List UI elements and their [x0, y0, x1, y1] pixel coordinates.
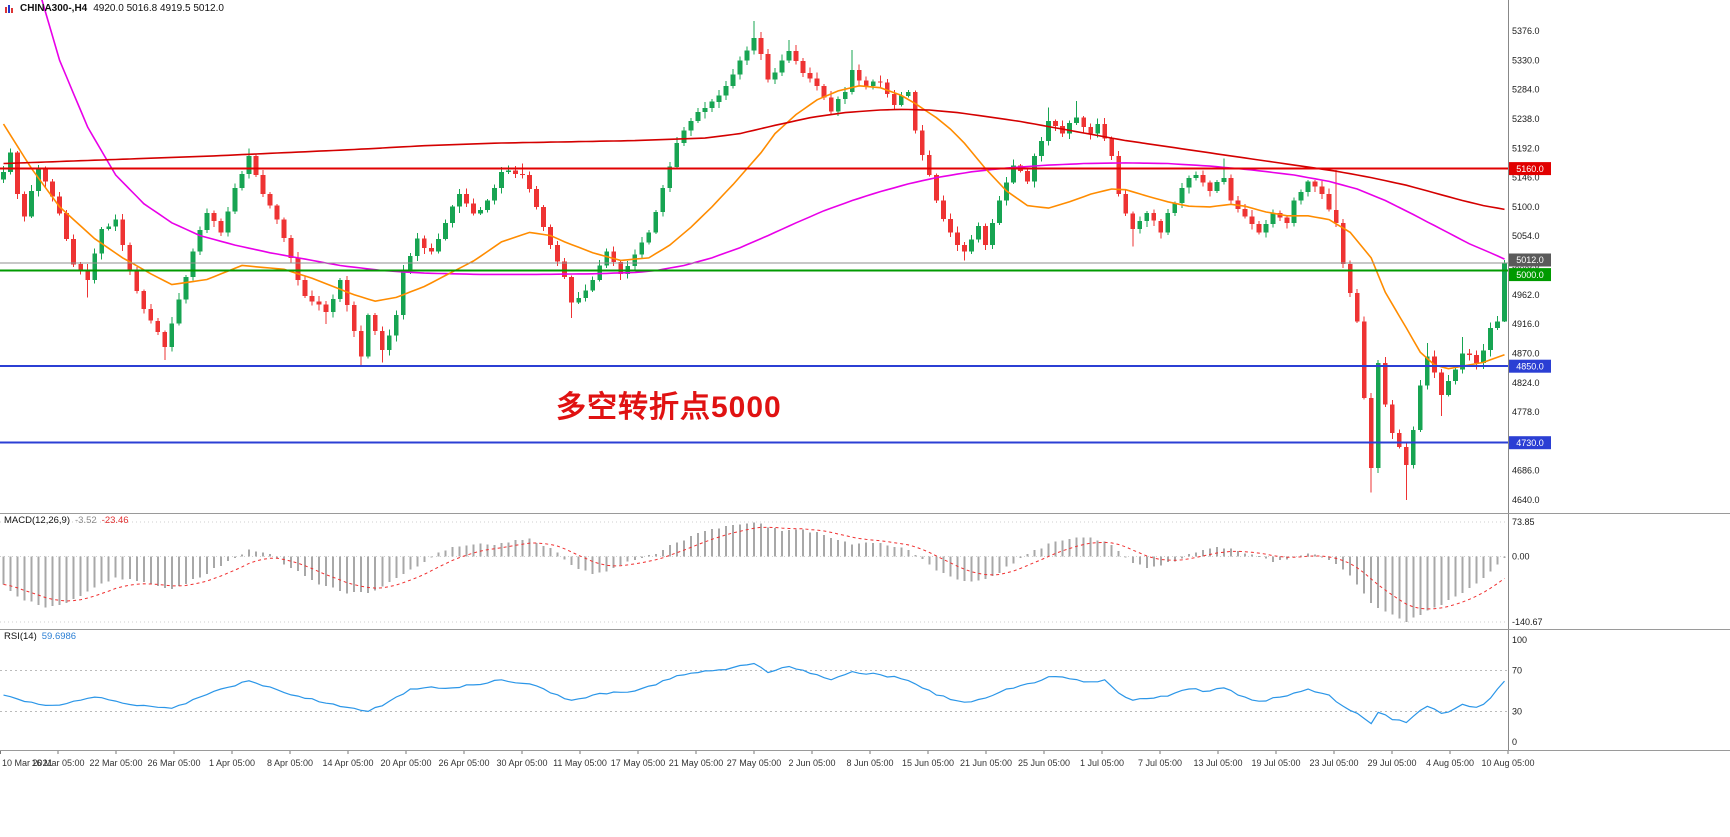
macd-header: MACD(12,26,9) -3.52 -23.46	[4, 515, 129, 526]
macd-label: MACD(12,26,9)	[4, 515, 70, 526]
svg-text:8 Jun 05:00: 8 Jun 05:00	[846, 758, 893, 768]
svg-text:5012.0: 5012.0	[1516, 255, 1544, 265]
svg-text:5000.0: 5000.0	[1516, 270, 1544, 280]
chart-header: CHINA300-,H4 4920.0 5016.8 4919.5 5012.0	[4, 3, 224, 14]
svg-text:5054.0: 5054.0	[1512, 231, 1540, 241]
svg-text:5238.0: 5238.0	[1512, 114, 1540, 124]
svg-text:7 Jul 05:00: 7 Jul 05:00	[1138, 758, 1182, 768]
svg-text:21 Jun 05:00: 21 Jun 05:00	[960, 758, 1012, 768]
svg-text:10 Aug 05:00: 10 Aug 05:00	[1481, 758, 1534, 768]
trading-chart-window: 5376.0 5330.0 5284.0 5238.0 5192.0 5146.0 5100…	[0, 0, 1730, 777]
svg-text:4916.0: 4916.0	[1512, 319, 1540, 329]
rsi-chart[interactable]: 100 70 30 0	[0, 630, 1730, 750]
macd-signal-line	[3, 526, 1505, 610]
svg-text:26 Mar 05:00: 26 Mar 05:00	[147, 758, 200, 768]
svg-text:5160.0: 5160.0	[1516, 164, 1544, 174]
macd-value-signal: -23.46	[101, 515, 129, 526]
macd-axis[interactable]: 73.85 0.00 -140.67	[1512, 517, 1543, 627]
candles	[1, 20, 1507, 500]
svg-text:30: 30	[1512, 706, 1522, 716]
rsi-line	[3, 662, 1505, 725]
price-panel: 5376.0 5330.0 5284.0 5238.0 5192.0 5146.0 5100…	[0, 0, 1730, 513]
svg-text:26 Apr 05:00: 26 Apr 05:00	[438, 758, 489, 768]
svg-text:21 May 05:00: 21 May 05:00	[669, 758, 724, 768]
svg-text:5100.0: 5100.0	[1512, 202, 1540, 212]
svg-text:4824.0: 4824.0	[1512, 378, 1540, 388]
candlestick-chart[interactable]: 5376.0 5330.0 5284.0 5238.0 5192.0 5146.0 5100…	[0, 0, 1730, 513]
rsi-label: RSI(14)	[4, 631, 37, 642]
annotation-text: 多空转折点5000	[556, 391, 782, 424]
price-tag-5160.0: 5160.0	[1509, 162, 1551, 176]
svg-text:4640.0: 4640.0	[1512, 495, 1540, 505]
svg-text:1 Apr 05:00: 1 Apr 05:00	[209, 758, 255, 768]
svg-text:100: 100	[1512, 635, 1527, 645]
svg-text:1 Jul 05:00: 1 Jul 05:00	[1080, 758, 1124, 768]
svg-text:0: 0	[1512, 737, 1517, 747]
svg-text:23 Jul 05:00: 23 Jul 05:00	[1309, 758, 1358, 768]
rsi-panel: 100 70 30 0 RSI(14) 59.6986	[0, 629, 1730, 750]
svg-text:11 May 05:00: 11 May 05:00	[553, 758, 607, 768]
svg-text:4730.0: 4730.0	[1516, 438, 1544, 448]
svg-text:5146.0: 5146.0	[1512, 173, 1540, 183]
price-tag-5012.0: 5012.0	[1509, 253, 1551, 267]
svg-text:4962.0: 4962.0	[1512, 290, 1540, 300]
macd-histogram	[2, 522, 1506, 622]
macd-panel: 73.85 0.00 -140.67 MACD(12,26,9) -3.52 -23…	[0, 513, 1730, 629]
svg-text:2 Jun 05:00: 2 Jun 05:00	[788, 758, 835, 768]
ohlc-values: 4920.0 5016.8 4919.5 5012.0	[93, 3, 224, 14]
svg-text:4850.0: 4850.0	[1516, 361, 1544, 371]
svg-text:4778.0: 4778.0	[1512, 407, 1540, 417]
macd-chart[interactable]: 73.85 0.00 -140.67	[0, 514, 1730, 629]
svg-text:4686.0: 4686.0	[1512, 466, 1540, 476]
svg-text:14 Apr 05:00: 14 Apr 05:00	[322, 758, 373, 768]
macd-value-main: -3.52	[75, 515, 97, 526]
svg-text:0.00: 0.00	[1512, 551, 1530, 561]
svg-text:4 Aug 05:00: 4 Aug 05:00	[1426, 758, 1474, 768]
time-axis[interactable]: 10 Mar 2021 16 Mar 05:00 22 Mar 05:00 26 Ma…	[0, 750, 1730, 777]
rsi-header: RSI(14) 59.6986	[4, 631, 76, 642]
svg-text:70: 70	[1512, 666, 1522, 676]
svg-text:5376.0: 5376.0	[1512, 26, 1540, 36]
price-axis[interactable]: 5376.0 5330.0 5284.0 5238.0 5192.0 5146.0 5100…	[1509, 26, 1551, 505]
rsi-value: 59.6986	[41, 631, 77, 642]
svg-text:16 Mar 05:00: 16 Mar 05:00	[31, 758, 84, 768]
svg-text:4870.0: 4870.0	[1512, 348, 1540, 358]
svg-text:5284.0: 5284.0	[1512, 85, 1540, 95]
symbol-icon	[4, 4, 14, 14]
svg-text:10 Mar 2021: 10 Mar 2021	[2, 758, 53, 768]
svg-text:5330.0: 5330.0	[1512, 55, 1540, 65]
ma-orange-line	[2, 84, 1505, 370]
svg-text:17 May 05:00: 17 May 05:00	[611, 758, 666, 768]
svg-text:25 Jun 05:00: 25 Jun 05:00	[1018, 758, 1070, 768]
svg-text:29 Jul 05:00: 29 Jul 05:00	[1367, 758, 1416, 768]
price-tag-4730.0: 4730.0	[1509, 436, 1551, 450]
price-tag-5000.0: 5000.0	[1509, 268, 1551, 282]
svg-text:27 May 05:00: 27 May 05:00	[727, 758, 782, 768]
price-tag-4850.0: 4850.0	[1509, 359, 1551, 373]
symbol-period-label: CHINA300-,H4	[20, 3, 88, 14]
svg-text:22 Mar 05:00: 22 Mar 05:00	[89, 758, 142, 768]
svg-text:20 Apr 05:00: 20 Apr 05:00	[380, 758, 431, 768]
svg-text:19 Jul 05:00: 19 Jul 05:00	[1251, 758, 1300, 768]
svg-text:-140.67: -140.67	[1512, 617, 1543, 627]
svg-text:8 Apr 05:00: 8 Apr 05:00	[267, 758, 313, 768]
horizontal-lines	[0, 0, 1509, 513]
svg-text:73.85: 73.85	[1512, 517, 1535, 527]
ma-red-line	[3, 108, 1505, 211]
rsi-axis[interactable]: 100 70 30 0	[1512, 635, 1527, 747]
svg-text:30 Apr 05:00: 30 Apr 05:00	[496, 758, 547, 768]
svg-text:13 Jul 05:00: 13 Jul 05:00	[1193, 758, 1242, 768]
svg-text:5192.0: 5192.0	[1512, 143, 1540, 153]
macd-grid	[0, 521, 1508, 623]
svg-text:15 Jun 05:00: 15 Jun 05:00	[902, 758, 954, 768]
ma-magenta-line	[41, 0, 1505, 276]
rsi-levels	[0, 670, 1508, 712]
